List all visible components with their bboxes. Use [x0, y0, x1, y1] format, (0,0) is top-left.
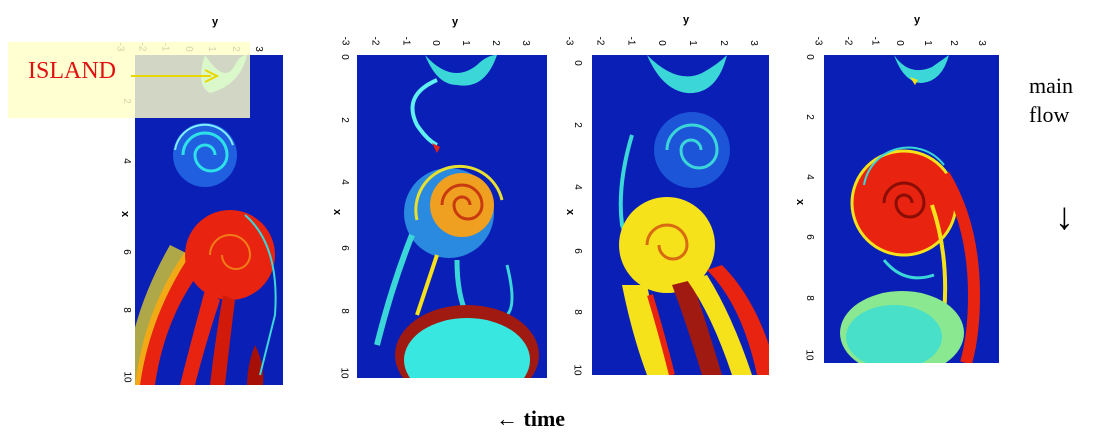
x-axis-label: x — [794, 198, 807, 206]
time-label: ← time — [496, 406, 566, 431]
x-axis-label: x — [331, 208, 344, 216]
x-axis-label: x — [564, 208, 577, 216]
vorticity-plot-1 — [135, 55, 283, 385]
island-arrow-icon — [131, 69, 220, 83]
vorticity-plot-4 — [824, 55, 999, 363]
y-axis-label: y — [914, 14, 921, 26]
y-axis-label: y — [212, 16, 219, 28]
island-label: ISLAND — [28, 58, 116, 84]
y-axis-label: y — [452, 16, 459, 28]
flow-down-arrow-icon: ↓ — [1055, 196, 1074, 238]
main-flow-line1: main — [1029, 73, 1073, 98]
x-axis-label: x — [119, 210, 132, 218]
vorticity-plot-2 — [357, 55, 547, 378]
vorticity-plot-3 — [592, 55, 769, 375]
main-flow-label: main flow — [1029, 72, 1073, 129]
y-axis-label: y — [683, 14, 690, 26]
main-flow-line2: flow — [1029, 101, 1070, 127]
